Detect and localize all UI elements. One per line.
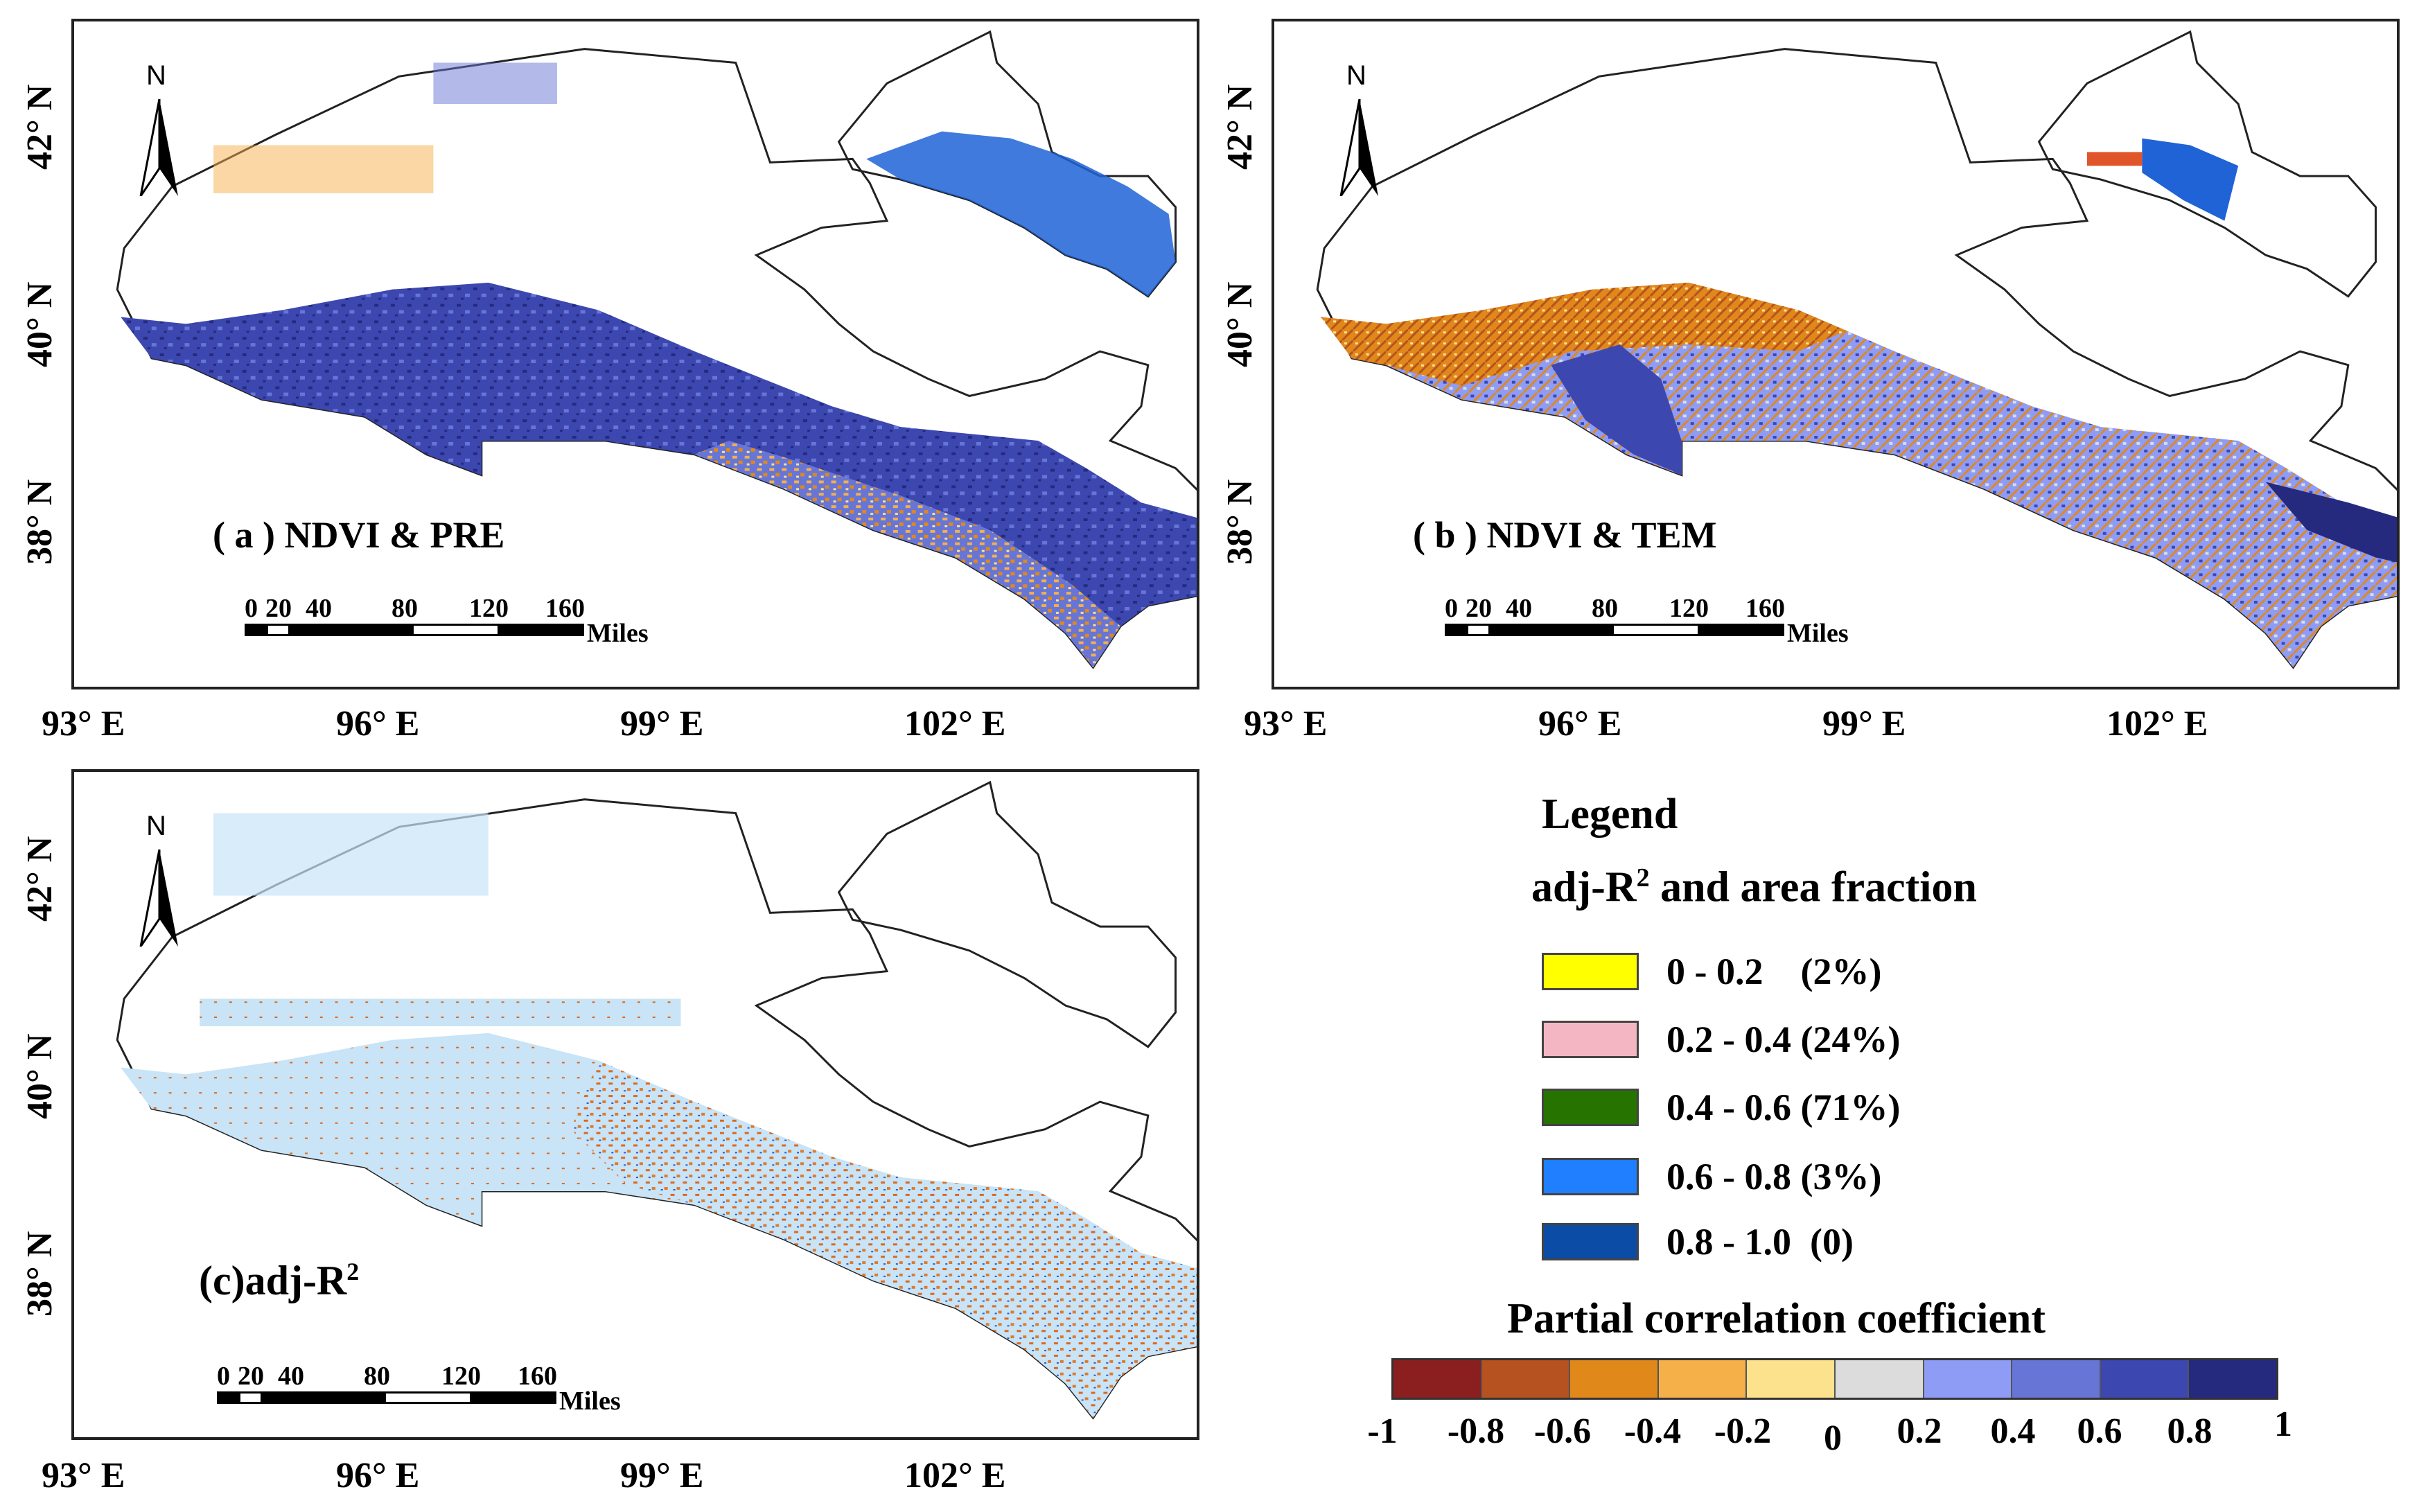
legend-swatch (1542, 953, 1639, 990)
colorbar-segment (1570, 1360, 1659, 1398)
lat-label-40-c: 40° N (20, 1033, 60, 1119)
north-arrow-icon: N (135, 60, 184, 197)
legend-item-label: 0.2 - 0.4 (24%) (1666, 1019, 1901, 1060)
legend-item-label: 0.6 - 0.8 (3%) (1666, 1156, 1882, 1197)
panel-a-title: ( a ) NDVI & PRE (213, 514, 505, 556)
lat-label-38-a: 38° N (20, 479, 60, 565)
colorbar-segment (2012, 1360, 2101, 1398)
colorbar-segment (1393, 1360, 1482, 1398)
lon-label-96-b: 96° E (1538, 704, 1622, 744)
legend-item-label: 0.4 - 0.6 (71%) (1666, 1087, 1901, 1128)
lat-label-42-b: 42° N (1220, 84, 1260, 170)
legend-subtitle: adj-R2 and area fraction (1531, 863, 1977, 911)
colorbar-tick: 0.6 (2077, 1412, 2122, 1451)
colorbar-tick: 0.2 (1897, 1412, 1942, 1451)
legend-item: 0.6 - 0.8 (3%) (1542, 1156, 1881, 1197)
lon-label-99-c: 99° E (620, 1456, 704, 1495)
panel-c-title: (c)adj-R2 (199, 1258, 360, 1303)
legend-item: 0.2 - 0.4 (24%) (1542, 1019, 1900, 1060)
north-arrow-icon: N (135, 811, 184, 947)
lon-label-102-c: 102° E (904, 1456, 1006, 1495)
colorbar-tick: -0.8 (1447, 1412, 1505, 1451)
colorbar-tick: -1 (1367, 1412, 1398, 1451)
lon-label-93-c: 93° E (42, 1456, 125, 1495)
colorbar-segment (1835, 1360, 1924, 1398)
lat-label-40-b: 40° N (1220, 281, 1260, 367)
colorbar-segment (1481, 1360, 1571, 1398)
colorbar-segment (2100, 1360, 2190, 1398)
colorbar-tick: -0.2 (1714, 1412, 1772, 1451)
map-b-graphic (1316, 30, 2397, 669)
legend-swatch (1542, 1223, 1639, 1260)
colorbar-tick: -0.4 (1624, 1412, 1682, 1451)
legend-item: 0 - 0.2 (2%) (1542, 951, 1881, 992)
legend-title: Legend (1542, 791, 1678, 838)
lat-label-38-b: 38° N (1220, 479, 1260, 565)
lon-label-96-c: 96° E (336, 1456, 420, 1495)
lon-label-96-a: 96° E (336, 704, 420, 744)
lat-label-42-a: 42° N (20, 84, 60, 170)
legend-swatch (1542, 1021, 1639, 1058)
colorbar-segment (2189, 1360, 2276, 1398)
lon-label-102-b: 102° E (2106, 704, 2208, 744)
colorbar-segment (1924, 1360, 2013, 1398)
lon-label-102-a: 102° E (904, 704, 1006, 744)
lat-label-38-c: 38° N (20, 1231, 60, 1317)
colorbar-tick: 0.4 (1990, 1412, 2036, 1451)
lon-label-99-a: 99° E (620, 704, 704, 744)
colorbar-tick: 0.8 (2167, 1412, 2213, 1451)
legend-item: 0.8 - 1.0 (0) (1542, 1221, 1854, 1263)
scale-bar: 0 20 40 80 120 160 Miles (1445, 594, 1849, 648)
colorbar-tick: 1 (2274, 1405, 2292, 1444)
scale-bar: 0 20 40 80 120 160 Miles (217, 1362, 621, 1416)
legend-swatch (1542, 1089, 1639, 1126)
north-arrow-icon: N (1335, 60, 1384, 197)
colorbar-tick: 0 (1824, 1418, 1842, 1458)
legend-swatch (1542, 1158, 1639, 1195)
legend-item: 0.4 - 0.6 (71%) (1542, 1087, 1900, 1128)
panel-b-title: ( b ) NDVI & TEM (1413, 514, 1717, 556)
map-c-graphic (116, 781, 1197, 1419)
map-panel-b: N ( b ) NDVI & TEM 0 20 40 80 120 160 Mi… (1272, 19, 2400, 689)
lat-label-42-c: 42° N (20, 836, 60, 922)
lon-label-99-b: 99° E (1822, 704, 1906, 744)
legend-item-label: 0 - 0.2 (2%) (1666, 951, 1882, 992)
lon-label-93-b: 93° E (1244, 704, 1328, 744)
colorbar (1391, 1358, 2278, 1400)
colorbar-segment (1658, 1360, 1748, 1398)
lon-label-93-a: 93° E (42, 704, 125, 744)
colorbar-tick: -0.6 (1533, 1412, 1592, 1451)
scale-bar: 0 20 40 80 120 160 Miles (245, 594, 649, 648)
colorbar-title: Partial correlation coefficient (1507, 1295, 2046, 1342)
colorbar-segment (1747, 1360, 1836, 1398)
legend-item-label: 0.8 - 1.0 (0) (1666, 1221, 1854, 1263)
map-panel-c: N (c)adj-R2 0 20 40 80 120 160 Miles (71, 769, 1199, 1440)
map-a-graphic (116, 30, 1197, 669)
map-panel-a: N ( a ) NDVI & PRE 0 20 40 80 120 160 Mi… (71, 19, 1199, 689)
lat-label-40-a: 40° N (20, 281, 60, 367)
